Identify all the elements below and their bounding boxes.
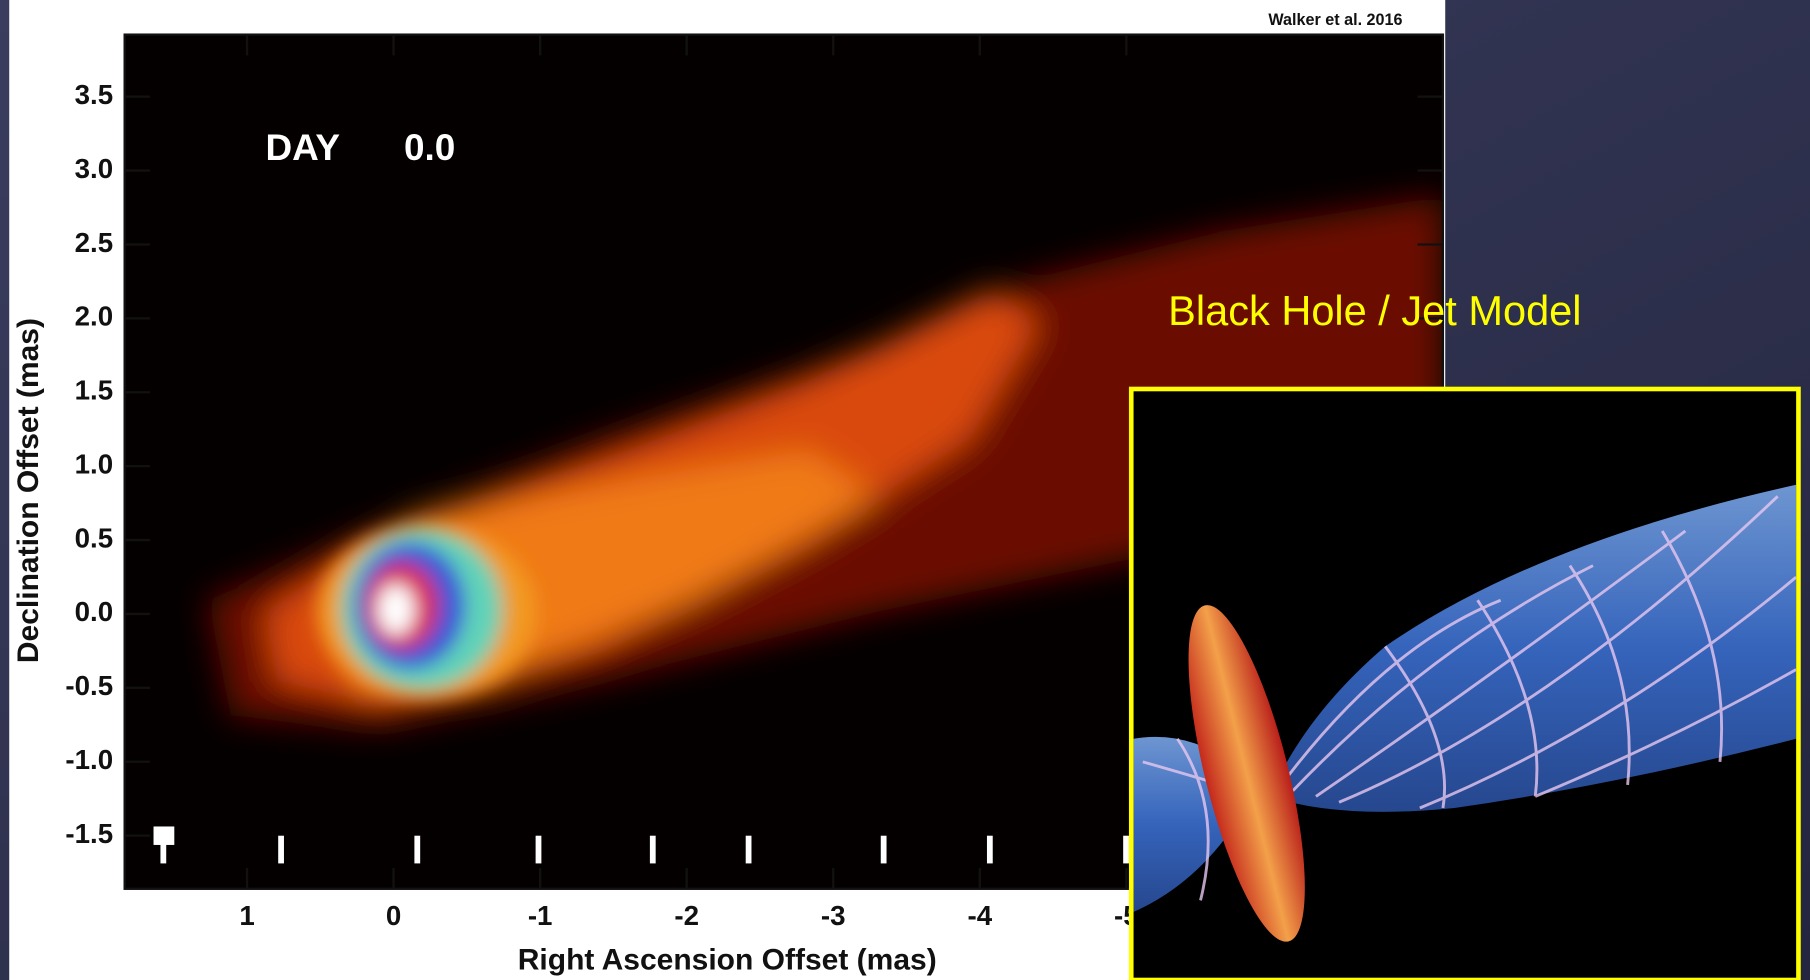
y-tick-label: -1.5: [65, 818, 113, 849]
slide: Walker et al. 2016 DAY 0.0 Right Ascensi…: [0, 0, 1810, 980]
inset-title: Black Hole / Jet Model: [1168, 287, 1581, 334]
x-tick-label: 1: [239, 900, 254, 931]
y-tick-label: 3.5: [75, 79, 114, 110]
credit: Walker et al. 2016: [1268, 11, 1402, 29]
y-tick-label: 3.0: [75, 153, 114, 184]
x-tick-label: -3: [821, 900, 846, 931]
x-tick-label: -4: [967, 900, 992, 931]
x-tick-label: 0: [386, 900, 401, 931]
panel-label: DAY: [265, 127, 340, 168]
x-tick-label: -1: [528, 900, 553, 931]
y-tick-label: 1.5: [75, 375, 114, 406]
y-tick-label: 0.0: [75, 596, 114, 627]
y-tick-label: -0.5: [65, 670, 113, 701]
x-axis-title: Right Ascension Offset (mas): [518, 943, 937, 976]
y-tick-label: 1.0: [75, 448, 114, 479]
y-tick-label: 2.0: [75, 301, 114, 332]
x-tick-label: -2: [674, 900, 699, 931]
panel-day: 0.0: [404, 127, 455, 168]
inset: [1131, 389, 1798, 980]
y-tick-label: 2.5: [75, 227, 114, 258]
y-tick-label: -1.0: [65, 744, 113, 775]
y-tick-label: 0.5: [75, 522, 114, 553]
page: {"credit": "Walker et al. 2016", "panel_…: [0, 0, 1810, 980]
y-axis-title: Declination Offset (mas): [12, 318, 45, 663]
